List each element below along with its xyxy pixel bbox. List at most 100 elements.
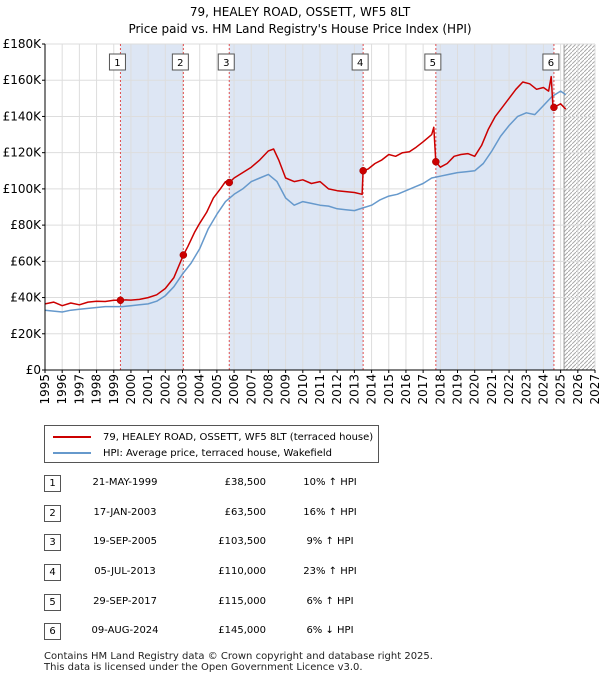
- sale-date: 19-SEP-2005: [93, 536, 157, 547]
- y-tick-label: £180K: [3, 37, 43, 51]
- x-tick-label: 2027: [588, 374, 600, 405]
- forecast-hatched-region: [564, 44, 595, 370]
- property-price-line: [45, 75, 567, 307]
- sale-hpi-comparison: 16% ↑ HPI: [303, 507, 357, 518]
- sale-point: [550, 103, 558, 112]
- sale-price: £38,500: [224, 477, 266, 488]
- x-tick-label: 2002: [158, 374, 172, 405]
- x-tick-label: 2021: [485, 374, 499, 405]
- x-tick-label: 2001: [141, 374, 155, 405]
- sale-point: [116, 296, 125, 305]
- y-tick-label: £20K: [10, 327, 42, 341]
- sale-row: 4 05-JUL-2013 £110,000 23% ↑ HPI: [44, 564, 404, 582]
- sale-badge-box: [171, 53, 189, 71]
- sale-badge-box: [108, 53, 126, 71]
- x-tick-label: 2018: [433, 374, 447, 405]
- hpi-line: [45, 90, 567, 313]
- sale-price: £110,000: [218, 566, 266, 577]
- sale-hpi-comparison: 23% ↑ HPI: [303, 566, 357, 577]
- x-tick-label: 2026: [571, 374, 585, 405]
- ownership-period-shading: [229, 44, 364, 370]
- sale-number-badge: 2: [44, 505, 61, 522]
- x-tick-label: 2020: [468, 374, 482, 405]
- x-tick-label: 2016: [399, 374, 413, 405]
- sale-hpi-comparison: 9% ↑ HPI: [306, 536, 354, 547]
- sale-hpi-comparison: 6% ↑ HPI: [306, 596, 354, 607]
- y-tick-label: £140K: [3, 109, 43, 123]
- chart-subtitle: Price paid vs. HM Land Registry's House …: [128, 22, 472, 36]
- sale-number-badge: 3: [44, 534, 61, 551]
- legend-swatch-property: [53, 436, 91, 438]
- y-tick-label: £100K: [3, 182, 43, 196]
- x-tick-label: 2010: [296, 374, 310, 405]
- sale-row: 2 17-JAN-2003 £63,500 16% ↑ HPI: [44, 505, 404, 523]
- x-tick-label: 2006: [227, 374, 241, 405]
- sale-price: £115,000: [218, 596, 266, 607]
- sale-date: 09-AUG-2024: [91, 625, 159, 636]
- legend-label-property: 79, HEALEY ROAD, OSSETT, WF5 8LT (terrac…: [103, 431, 374, 443]
- y-tick-label: £40K: [10, 291, 42, 305]
- sale-price: £145,000: [218, 625, 266, 636]
- footer-line-licence: This data is licensed under the Open Gov…: [44, 662, 363, 673]
- sale-point: [432, 157, 440, 166]
- price-chart: 1 2 3 4 5 6 £0 £20K £40K £60K £80K £100K £120K £140K…: [3, 37, 600, 405]
- chart-title: 79, HEALEY ROAD, OSSETT, WF5 8LT Price p…: [0, 4, 600, 38]
- sale-badge-box: [351, 53, 369, 71]
- sale-price: £103,500: [218, 536, 266, 547]
- y-tick-label: £160K: [3, 73, 43, 87]
- sale-badge-label: 2: [177, 58, 183, 69]
- x-tick-label: 1997: [72, 374, 86, 405]
- chart-title-line1: 79, HEALEY ROAD, OSSETT, WF5 8LT: [189, 5, 411, 19]
- legend-item-property: 79, HEALEY ROAD, OSSETT, WF5 8LT (terrac…: [53, 429, 373, 445]
- x-tick-label: 2011: [313, 374, 327, 405]
- chart-legend: 79, HEALEY ROAD, OSSETT, WF5 8LT (terrac…: [44, 425, 379, 463]
- sale-row: 3 19-SEP-2005 £103,500 9% ↑ HPI: [44, 534, 404, 552]
- y-tick-label: £80K: [10, 218, 42, 232]
- sale-number-badge: 1: [44, 475, 61, 492]
- sale-date: 05-JUL-2013: [94, 566, 156, 577]
- legend-item-hpi: HPI: Average price, terraced house, Wake…: [53, 445, 332, 461]
- sale-number-badge: 4: [44, 564, 61, 581]
- sale-row: 1 21-MAY-1999 £38,500 10% ↑ HPI: [44, 475, 404, 493]
- x-tick-label: 2004: [193, 374, 207, 405]
- ownership-period-shading: [435, 44, 554, 370]
- x-tick-label: 2019: [451, 374, 465, 405]
- x-tick-label: 1995: [38, 374, 52, 405]
- sale-number-badge: 6: [44, 623, 61, 640]
- x-tick-label: 2008: [261, 374, 275, 405]
- sale-badge-label: 5: [430, 58, 436, 69]
- y-tick-label: £120K: [3, 146, 43, 160]
- x-tick-label: 1998: [90, 374, 104, 405]
- sale-date: 21-MAY-1999: [92, 477, 158, 488]
- x-tick-label: 2015: [382, 374, 396, 405]
- sale-hpi-comparison: 6% ↓ HPI: [306, 625, 354, 636]
- x-tick-label: 2009: [279, 374, 293, 405]
- sale-date: 17-JAN-2003: [93, 507, 157, 518]
- x-tick-label: 2017: [416, 374, 430, 405]
- sale-row: 5 29-SEP-2017 £115,000 6% ↑ HPI: [44, 594, 404, 612]
- x-tick-label: 2023: [519, 374, 533, 405]
- sale-badge-box: [424, 53, 442, 71]
- footer-attribution: Contains HM Land Registry data © Crown c…: [44, 651, 433, 673]
- x-tick-label: 2005: [210, 374, 224, 405]
- legend-swatch-hpi: [53, 452, 91, 454]
- y-tick-label: £0: [26, 363, 41, 377]
- sale-badge-label: 3: [223, 58, 229, 69]
- sale-hpi-comparison: 10% ↑ HPI: [303, 477, 357, 488]
- x-tick-label: 1999: [107, 374, 121, 405]
- sale-badge-box: [542, 53, 560, 71]
- sale-badge-label: 4: [357, 58, 363, 69]
- sale-price: £63,500: [224, 507, 266, 518]
- x-tick-label: 2022: [502, 374, 516, 405]
- sale-badge-box: [217, 53, 235, 71]
- sale-point: [225, 178, 233, 187]
- x-tick-label: 2014: [365, 374, 379, 405]
- x-tick-label: 2025: [554, 374, 568, 405]
- footer-line-copyright: Contains HM Land Registry data © Crown c…: [44, 651, 433, 662]
- sale-badge-label: 1: [114, 58, 120, 69]
- x-tick-label: 1996: [55, 374, 69, 405]
- x-tick-label: 2000: [124, 374, 138, 405]
- y-tick-label: £60K: [10, 254, 42, 268]
- ownership-period-shading: [120, 44, 184, 370]
- sale-date: 29-SEP-2017: [93, 596, 157, 607]
